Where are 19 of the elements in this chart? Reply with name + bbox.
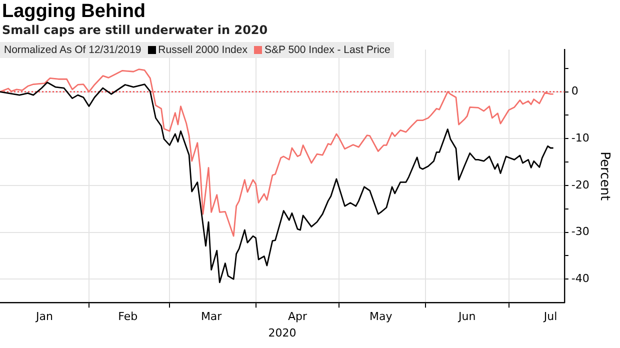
y-tick-label: -40 <box>571 272 590 286</box>
y-tick-label: 0 <box>571 84 578 98</box>
y-tick-label: -30 <box>571 225 590 238</box>
x-tick-label: Apr <box>288 310 308 324</box>
x-tick-label: May <box>370 310 393 324</box>
x-axis-title: 2020 <box>268 326 296 340</box>
x-tick-label: Jul <box>542 310 558 324</box>
x-tick-label: Jan <box>35 310 53 324</box>
chart-subtitle: Small caps are still underwater in 2020 <box>2 23 268 37</box>
chart-title: Lagging Behind <box>2 1 146 23</box>
x-tick-label: Jun <box>458 310 476 324</box>
legend-label: Russell 2000 Index <box>158 44 248 56</box>
x-tick-label: Mar <box>200 310 222 324</box>
y-axis-title: Percent <box>596 152 612 201</box>
y-tick-label: -10 <box>571 131 590 144</box>
y-tick-label: -20 <box>571 178 590 192</box>
legend-label: S&P 500 Index - Last Price <box>264 44 390 56</box>
x-tick-label: Feb <box>118 310 138 324</box>
legend-title: Normalized As Of 12/31/2019 <box>4 44 142 56</box>
